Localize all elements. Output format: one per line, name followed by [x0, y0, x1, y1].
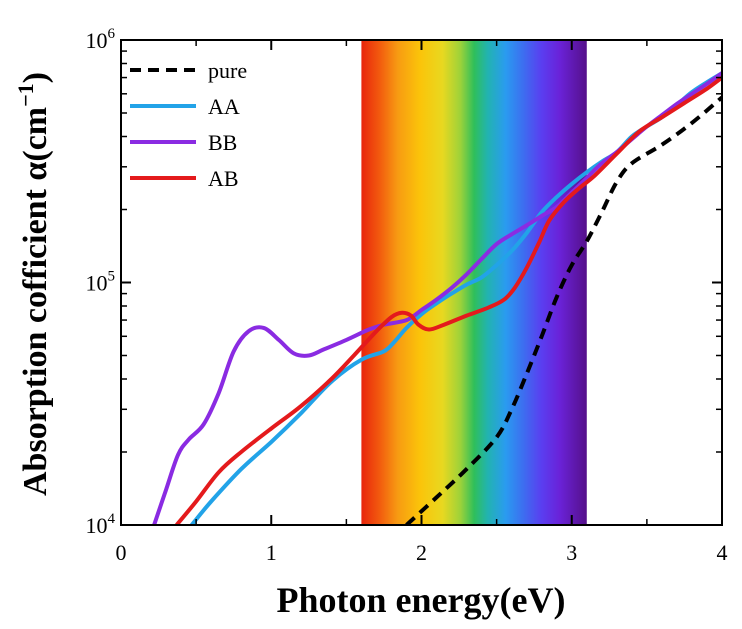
y-tick-labels: 104 105 106 — [86, 26, 116, 538]
y-tick-label: 105 — [86, 269, 116, 296]
x-tick-label: 0 — [116, 540, 127, 565]
legend-label-bb: BB — [208, 130, 237, 155]
series-line-pure — [405, 95, 722, 525]
legend-label-pure: pure — [208, 58, 247, 83]
series-layer — [152, 71, 722, 525]
legend-label-aa: AA — [208, 94, 240, 119]
x-axis-title: Photon energy(eV) — [277, 580, 566, 620]
x-tick-label: 1 — [266, 540, 277, 565]
legend: pure AA BB AB — [130, 58, 247, 191]
legend-label-ab: AB — [208, 166, 239, 191]
series-line-ab — [175, 75, 722, 525]
y-tick-label: 106 — [86, 26, 116, 53]
x-tick-label: 4 — [717, 540, 728, 565]
x-tick-label: 3 — [566, 540, 577, 565]
ticks-layer — [120, 39, 723, 526]
x-tick-label: 2 — [416, 540, 427, 565]
y-tick-label: 104 — [86, 511, 116, 538]
y-axis-title: Absorption cofficient α(cm−1) — [13, 72, 54, 496]
x-tick-labels: 0 1 2 3 4 — [116, 540, 728, 565]
